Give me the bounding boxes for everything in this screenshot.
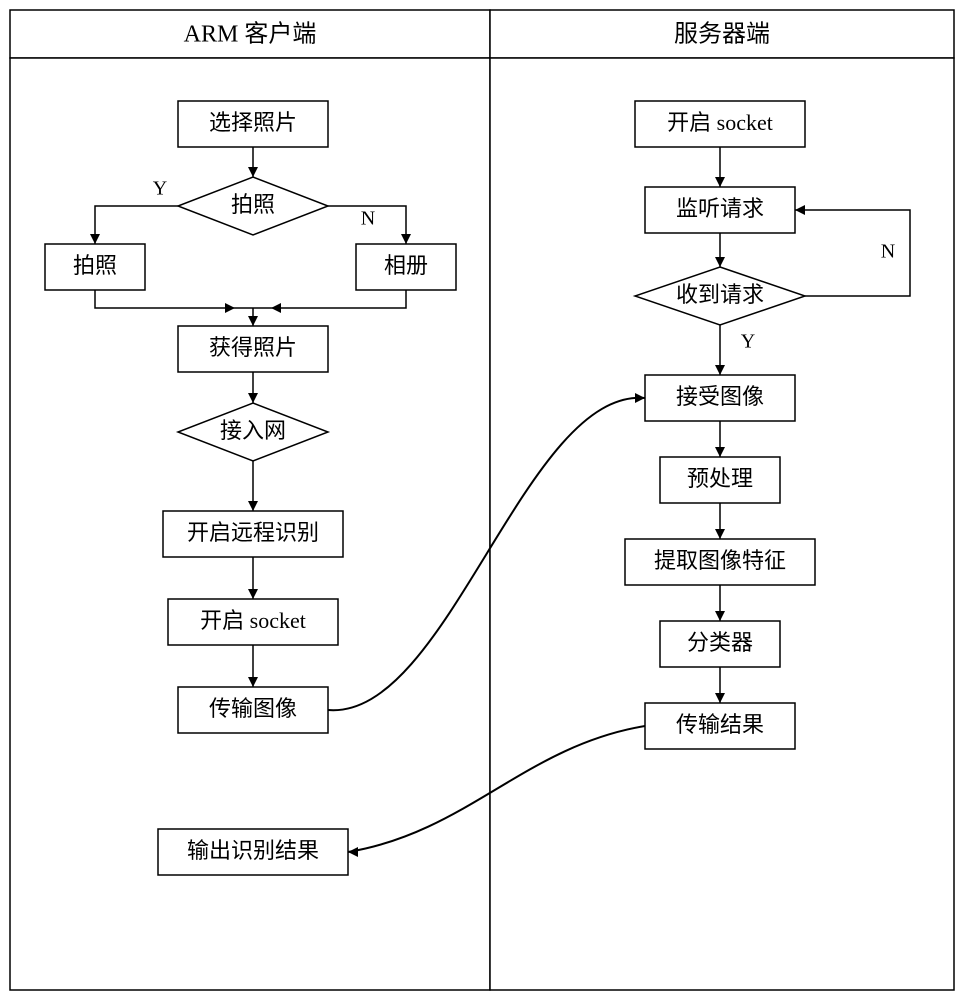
client-start_remote: 开启远程识别: [187, 520, 319, 545]
server-transmit_result: 传输结果: [676, 712, 764, 737]
server-listen_request: 监听请求: [676, 196, 764, 221]
server-classifier: 分类器: [687, 630, 753, 655]
client-branch-N: N: [361, 208, 375, 230]
client-branch-Y: Y: [153, 178, 167, 200]
client-access_net: 接入网: [220, 418, 286, 443]
client-album: 相册: [384, 253, 428, 278]
client-get_photo: 获得照片: [209, 335, 297, 360]
client-take_photo: 拍照: [73, 253, 117, 278]
server-preprocess: 预处理: [687, 466, 753, 491]
client-output_result: 输出识别结果: [187, 838, 319, 863]
flowchart-canvas: ARM 客户端服务器端选择照片拍照拍照相册获得照片接入网开启远程识别开启 soc…: [0, 0, 964, 1000]
client-transmit_image: 传输图像: [209, 696, 297, 721]
server-start_socket: 开启 socket: [667, 110, 773, 135]
client-select_photo: 选择照片: [209, 110, 297, 135]
server-branch-Y: Y: [741, 331, 755, 353]
server-receive_image: 接受图像: [676, 384, 764, 409]
server-receive_request: 收到请求: [676, 282, 764, 307]
header-left-title: ARM 客户端: [184, 21, 317, 48]
flowchart-svg: ARM 客户端服务器端选择照片拍照拍照相册获得照片接入网开启远程识别开启 soc…: [0, 0, 964, 1000]
header-right-title: 服务器端: [674, 21, 770, 48]
server-branch-N: N: [881, 241, 895, 263]
client-take_photo_dec: 拍照: [231, 192, 275, 217]
client-start_socket: 开启 socket: [200, 608, 306, 633]
server-extract_feat: 提取图像特征: [654, 548, 786, 573]
